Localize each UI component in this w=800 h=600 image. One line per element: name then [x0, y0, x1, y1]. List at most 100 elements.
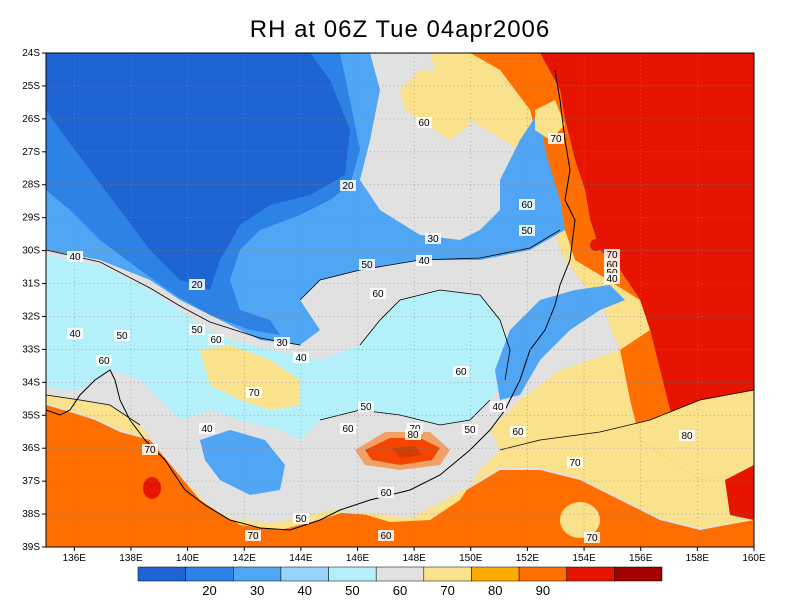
longitude-label: 150E — [459, 553, 483, 564]
colorbar: 20 30 40 50 60 70 80 90 — [137, 566, 663, 598]
contour-label: 60 — [98, 356, 110, 367]
contour-lines — [46, 229, 754, 451]
colorbar-swatch — [423, 566, 472, 582]
contour-label: 70 — [550, 134, 562, 145]
latitude-label: 31S — [22, 279, 40, 290]
contour-label: 60 — [380, 488, 392, 499]
colorbar-tick-label: 30 — [250, 583, 264, 598]
rh-blob-80-southwest — [143, 477, 161, 499]
colorbar-tick-label: 40 — [297, 583, 311, 598]
contour-label: 70 — [606, 250, 618, 261]
contour-label: 60 — [372, 289, 384, 300]
colorbar-tick-label: 80 — [488, 583, 502, 598]
longitude-label: 148E — [402, 553, 426, 564]
contour-label: 50 — [295, 514, 307, 525]
contour-label: 40 — [69, 329, 81, 340]
colorbar-tick-label: 70 — [440, 583, 454, 598]
colorbar-tick-label: 20 — [202, 583, 216, 598]
latitude-label: 25S — [22, 81, 40, 92]
rh-blob-60-70-southeast — [560, 502, 600, 538]
contour-label: 50 — [191, 325, 203, 336]
contour-label: 20 — [342, 181, 354, 192]
colorbar-tick-label: 60 — [393, 583, 407, 598]
rh-blob-50-60-center — [340, 270, 420, 300]
contour-label: 40 — [492, 402, 504, 413]
contour-label: 80 — [681, 431, 693, 442]
colorbar-swatch — [375, 566, 425, 582]
latitude-label: 24S — [22, 48, 40, 59]
contour-label: 70 — [144, 445, 156, 456]
rh-band-80-90-east — [540, 53, 754, 440]
contour-label: 60 — [606, 260, 618, 271]
longitude-label: 152E — [516, 553, 540, 564]
contour-label: 60 — [521, 200, 533, 211]
colorbar-swatch — [614, 566, 663, 582]
colorbar-tick-label: 50 — [345, 583, 359, 598]
longitude-label: 140E — [176, 553, 200, 564]
contour-label: 60 — [418, 118, 430, 129]
contour-label: 60 — [455, 367, 467, 378]
contour-labels: 6070605020304040506020706050404050306040… — [67, 117, 695, 544]
colorbar-swatch — [185, 566, 234, 582]
contour-label: 60 — [512, 427, 524, 438]
longitude-label: 156E — [629, 553, 653, 564]
contour-label: 20 — [191, 280, 203, 291]
rh-blob-70-northeast — [535, 100, 565, 140]
contour-label: 60 — [380, 531, 392, 542]
longitude-label: 160E — [742, 553, 766, 564]
latitude-label: 27S — [22, 147, 40, 158]
colorbar-swatch — [280, 566, 329, 582]
contour-label: 70 — [586, 533, 598, 544]
contour-label: 70 — [247, 531, 259, 542]
rh-blob-80-southeast — [725, 465, 754, 520]
colorbar-swatch — [233, 566, 282, 582]
latitude-label: 33S — [22, 344, 40, 355]
longitude-label: 138E — [119, 553, 143, 564]
contour-label: 40 — [295, 353, 307, 364]
latitude-label: 34S — [22, 377, 40, 388]
latitude-label: 37S — [22, 476, 40, 487]
latitude-label: 26S — [22, 114, 40, 125]
rh-band-30-40-southwest — [200, 430, 285, 495]
longitude-label: 142E — [233, 553, 257, 564]
rh-band-60-70-northeast — [430, 53, 754, 480]
colorbar-swatch — [471, 566, 520, 582]
contour-label: 40 — [201, 424, 213, 435]
contour-label: 30 — [427, 234, 439, 245]
rh-blob-60-70-west — [200, 345, 300, 410]
longitude-label: 136E — [63, 553, 87, 564]
contour-label: 30 — [276, 338, 288, 349]
contour-label: 40 — [69, 252, 81, 263]
rh-blob-60-70-northeast — [400, 70, 470, 140]
contour-label: 50 — [361, 260, 373, 271]
rh-band-below-20 — [46, 53, 350, 290]
contour-label: 70 — [569, 458, 581, 469]
rh-band-40-50 — [46, 255, 510, 440]
contour-label: 70 — [248, 388, 260, 399]
contour-label: 50 — [464, 425, 476, 436]
latitude-label: 28S — [22, 180, 40, 191]
rh-field — [46, 53, 754, 547]
contour-label: 50 — [521, 226, 533, 237]
map-title: RH at 06Z Tue 04apr2006 — [249, 16, 551, 43]
contour-label: 50 — [360, 402, 372, 413]
latitude-label: 39S — [22, 542, 40, 553]
colorbar-swatch — [137, 566, 186, 582]
rh-band-60-70-south — [46, 390, 754, 530]
rh-blob-east — [590, 239, 602, 251]
latitude-label: 38S — [22, 509, 40, 520]
latitude-label: 36S — [22, 443, 40, 454]
contour-label: 60 — [342, 424, 354, 435]
contour-label: 80 — [407, 430, 419, 441]
longitude-label: 158E — [686, 553, 710, 564]
latitude-label: 29S — [22, 213, 40, 224]
latitude-label: 32S — [22, 311, 40, 322]
colorbar-tick-label: 90 — [536, 583, 550, 598]
contour-label: 50 — [116, 331, 128, 342]
contour-label: 40 — [418, 256, 430, 267]
longitude-label: 146E — [346, 553, 370, 564]
latitude-labels: 24S 25S 26S 27S 28S 29S 30S 31S 32S 33S 34S 35S 36S 3… — [22, 48, 46, 553]
contour-label: 60 — [210, 335, 222, 346]
colorbar-swatch — [518, 566, 567, 582]
